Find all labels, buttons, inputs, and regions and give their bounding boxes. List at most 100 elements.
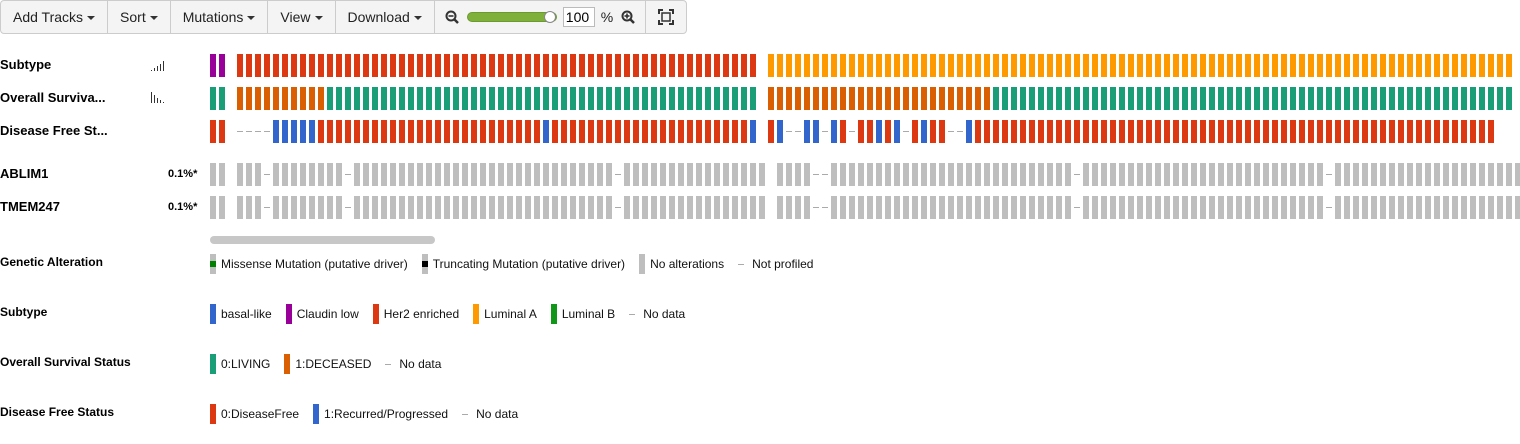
sort-bars-icon[interactable] — [150, 92, 166, 104]
disease-free-cell[interactable] — [1056, 120, 1062, 143]
ablim1-cell[interactable] — [732, 163, 738, 186]
disease-free-cell[interactable] — [480, 120, 486, 143]
subtype-cell[interactable] — [1497, 54, 1503, 77]
tmem247-cell[interactable] — [1038, 196, 1044, 219]
tmem247-cell[interactable] — [1236, 196, 1242, 219]
subtype-cell[interactable] — [426, 54, 432, 77]
overall-survival-cell[interactable] — [822, 87, 828, 110]
tmem247-cell[interactable] — [336, 196, 342, 219]
subtype-cell[interactable] — [1110, 54, 1116, 77]
ablim1-cell[interactable] — [399, 163, 405, 186]
zoom-slider[interactable] — [466, 11, 557, 23]
tmem247-cell[interactable] — [390, 196, 396, 219]
disease-free-cell[interactable] — [1101, 120, 1107, 143]
disease-free-cell[interactable] — [507, 120, 513, 143]
ablim1-cell-nodata[interactable] — [345, 174, 351, 175]
disease-free-cell-nodata[interactable] — [903, 131, 909, 132]
ablim1-cell[interactable] — [624, 163, 630, 186]
subtype-cell[interactable] — [1245, 54, 1251, 77]
overall-survival-cell[interactable] — [1065, 87, 1071, 110]
disease-free-cell[interactable] — [327, 120, 333, 143]
tmem247-cell-nodata[interactable] — [345, 207, 351, 208]
tmem247-cell[interactable] — [363, 196, 369, 219]
tmem247-cell[interactable] — [984, 196, 990, 219]
overall-survival-cell[interactable] — [1182, 87, 1188, 110]
disease-free-cell[interactable] — [372, 120, 378, 143]
tmem247-cell[interactable] — [1506, 196, 1512, 219]
overall-survival-cell[interactable] — [1290, 87, 1296, 110]
tmem247-cell[interactable] — [426, 196, 432, 219]
ablim1-cell[interactable] — [462, 163, 468, 186]
ablim1-cell[interactable] — [1254, 163, 1260, 186]
subtype-cell[interactable] — [1272, 54, 1278, 77]
ablim1-cell[interactable] — [282, 163, 288, 186]
ablim1-cell[interactable] — [1443, 163, 1449, 186]
tmem247-cell[interactable] — [291, 196, 297, 219]
tmem247-cell[interactable] — [309, 196, 315, 219]
tmem247-cell[interactable] — [750, 196, 756, 219]
subtype-cell[interactable] — [660, 54, 666, 77]
tmem247-cell[interactable] — [1056, 196, 1062, 219]
ablim1-cell[interactable] — [786, 163, 792, 186]
overall-survival-cell[interactable] — [507, 87, 513, 110]
disease-free-cell[interactable] — [1335, 120, 1341, 143]
subtype-cell[interactable] — [327, 54, 333, 77]
ablim1-cell-nodata[interactable] — [1326, 174, 1332, 175]
zoom-input[interactable] — [562, 7, 595, 27]
subtype-cell[interactable] — [1146, 54, 1152, 77]
overall-survival-cell[interactable] — [1119, 87, 1125, 110]
overall-survival-cell[interactable] — [552, 87, 558, 110]
ablim1-cell[interactable] — [444, 163, 450, 186]
subtype-cell[interactable] — [795, 54, 801, 77]
ablim1-cell[interactable] — [1164, 163, 1170, 186]
tmem247-cell[interactable] — [489, 196, 495, 219]
tmem247-cell[interactable] — [669, 196, 675, 219]
ablim1-cell[interactable] — [876, 163, 882, 186]
tmem247-cell[interactable] — [327, 196, 333, 219]
subtype-cell[interactable] — [930, 54, 936, 77]
overall-survival-cell[interactable] — [1335, 87, 1341, 110]
ablim1-cell[interactable] — [993, 163, 999, 186]
tmem247-cell[interactable] — [1497, 196, 1503, 219]
disease-free-cell[interactable] — [1137, 120, 1143, 143]
tmem247-cell[interactable] — [1020, 196, 1026, 219]
overall-survival-cell[interactable] — [1155, 87, 1161, 110]
subtype-cell[interactable] — [804, 54, 810, 77]
overall-survival-cell[interactable] — [1344, 87, 1350, 110]
disease-free-cell[interactable] — [1470, 120, 1476, 143]
ablim1-cell[interactable] — [1335, 163, 1341, 186]
tmem247-cell[interactable] — [966, 196, 972, 219]
subtype-cell[interactable] — [606, 54, 612, 77]
overall-survival-cell[interactable] — [1398, 87, 1404, 110]
overall-survival-cell[interactable] — [300, 87, 306, 110]
tmem247-cell[interactable] — [381, 196, 387, 219]
overall-survival-cell[interactable] — [930, 87, 936, 110]
subtype-cell[interactable] — [1317, 54, 1323, 77]
overall-survival-cell[interactable] — [948, 87, 954, 110]
ablim1-cell[interactable] — [1011, 163, 1017, 186]
ablim1-cell[interactable] — [219, 163, 225, 186]
overall-survival-cell[interactable] — [1362, 87, 1368, 110]
disease-free-cell[interactable] — [660, 120, 666, 143]
ablim1-cell-nodata[interactable] — [822, 174, 828, 175]
disease-free-cell[interactable] — [300, 120, 306, 143]
subtype-cell[interactable] — [1056, 54, 1062, 77]
disease-free-cell[interactable] — [750, 120, 756, 143]
sort-dropdown[interactable]: Sort — [108, 1, 171, 33]
overall-survival-cell[interactable] — [1047, 87, 1053, 110]
tmem247-cell[interactable] — [354, 196, 360, 219]
disease-free-cell[interactable] — [525, 120, 531, 143]
ablim1-cell[interactable] — [588, 163, 594, 186]
ablim1-cell[interactable] — [840, 163, 846, 186]
subtype-cell[interactable] — [849, 54, 855, 77]
tmem247-cell[interactable] — [498, 196, 504, 219]
overall-survival-cell[interactable] — [282, 87, 288, 110]
overall-survival-cell[interactable] — [1434, 87, 1440, 110]
track-label-gene-ablim1[interactable]: ABLIM1 — [0, 166, 49, 181]
ablim1-cell[interactable] — [579, 163, 585, 186]
overall-survival-cell[interactable] — [1236, 87, 1242, 110]
subtype-cell[interactable] — [237, 54, 243, 77]
overall-survival-cell[interactable] — [1506, 87, 1512, 110]
disease-free-cell[interactable] — [804, 120, 810, 143]
disease-free-cell[interactable] — [1236, 120, 1242, 143]
